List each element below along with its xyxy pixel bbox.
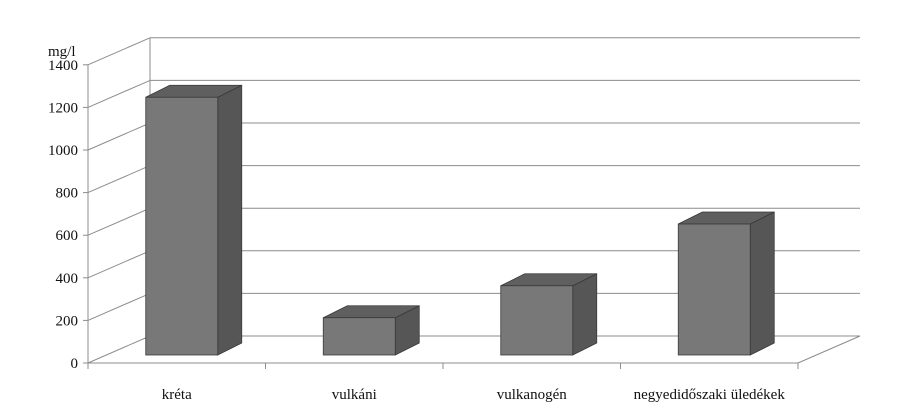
- bar-side-face: [217, 84, 243, 356]
- y-tick-label: 200: [56, 313, 79, 329]
- bar-side-face: [749, 211, 775, 356]
- bar: [322, 305, 420, 356]
- y-tick-label: 1000: [48, 143, 78, 159]
- gridline-side: [87, 79, 151, 108]
- bar: [145, 84, 243, 356]
- floor-right-edge: [797, 335, 861, 364]
- y-tick-label: 600: [56, 228, 79, 244]
- y-tick-label: 800: [56, 186, 79, 202]
- y-axis-unit-label: mg/l: [48, 44, 76, 60]
- bar-front-face: [677, 223, 751, 356]
- gridline-side: [87, 207, 151, 236]
- labels: mg/l 0 200 400 600 800 1000 1200 1400 kréta vulká…: [48, 44, 785, 403]
- x-category-label: negyedidőszaki üledékek: [634, 387, 786, 403]
- y-tick-label: 1400: [48, 58, 78, 74]
- x-category-label: vulkanogén: [497, 387, 567, 403]
- y-tick-label: 0: [71, 356, 79, 372]
- bar: [500, 273, 598, 356]
- gridline-side: [87, 292, 151, 321]
- bar-front-face: [500, 285, 574, 356]
- bars: [145, 84, 775, 356]
- x-category-label: kréta: [162, 387, 192, 403]
- y-tick-label: 1200: [48, 100, 78, 116]
- gridlines: [87, 37, 860, 364]
- gridline-side: [87, 250, 151, 279]
- gridline-side: [87, 37, 151, 66]
- gridline-side: [87, 122, 151, 151]
- bar-front-face: [322, 317, 396, 356]
- bar-front-face: [145, 96, 219, 356]
- gridline-side: [87, 165, 151, 194]
- x-category-label: vulkáni: [332, 387, 377, 403]
- bar-side-face: [572, 273, 598, 356]
- y-tick-label: 400: [56, 271, 79, 287]
- gridline-side: [87, 335, 151, 364]
- bar: [677, 211, 775, 356]
